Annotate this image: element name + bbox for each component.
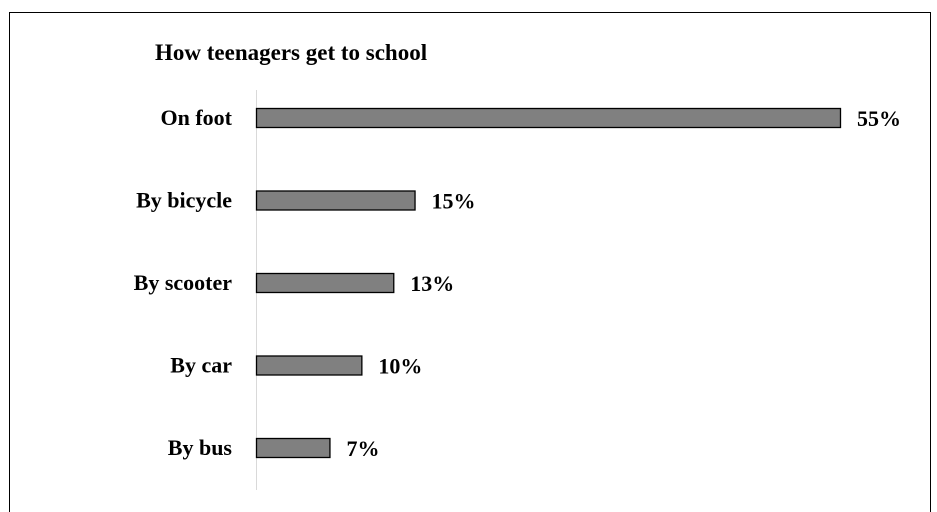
category-label: By car — [170, 353, 232, 378]
data-label: 10% — [378, 354, 422, 379]
data-label: 13% — [410, 271, 454, 296]
bar — [255, 355, 363, 376]
bars-layer: On foot 55% By bicycle 15% By scooter 13% By c… — [134, 105, 901, 461]
category-label: On foot — [161, 105, 233, 130]
category-label: By bus — [168, 435, 233, 460]
category-label: By bicycle — [136, 188, 232, 213]
bar — [255, 272, 395, 294]
data-label: 55% — [857, 106, 901, 131]
data-label: 15% — [432, 189, 476, 214]
bar — [255, 437, 331, 459]
bar — [255, 190, 416, 211]
chart-frame — [9, 12, 931, 512]
category-label: By scooter — [134, 270, 233, 295]
bar — [255, 107, 842, 129]
chart-title: How teenagers get to school — [155, 40, 427, 65]
data-label: 7% — [346, 436, 379, 461]
